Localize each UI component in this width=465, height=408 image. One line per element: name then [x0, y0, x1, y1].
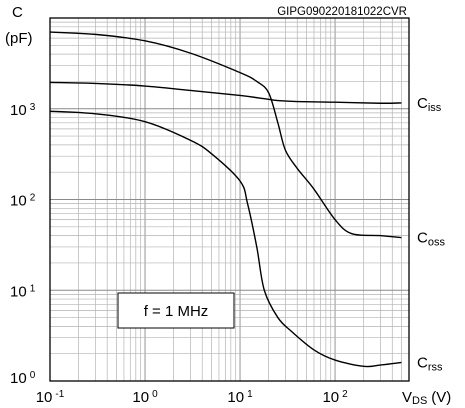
x-tick-label: 10 2 [322, 389, 348, 406]
series-label-crss: Crss [417, 355, 443, 374]
x-tick-label: 10 -1 [36, 389, 65, 406]
x-tick-label: 10 1 [227, 389, 253, 406]
series-label-main: C [417, 230, 428, 247]
x-axis-label: VDS (V) [402, 389, 451, 407]
series-label-main: C [417, 95, 428, 112]
x-tick-label: 10 0 [132, 389, 158, 406]
y-tick-label: 10 0 [10, 370, 36, 387]
x-axis-label-main: V [402, 389, 412, 406]
series-group [49, 31, 402, 368]
annotation-text: f = 1 MHz [144, 303, 209, 320]
series-label-sub: rss [428, 362, 443, 374]
annotation-box [117, 292, 235, 329]
series-label-main: C [417, 355, 428, 372]
series-label-coss: Coss [417, 230, 445, 249]
y-axis-unit: (pF) [5, 30, 33, 47]
series-label-sub: oss [428, 237, 446, 249]
y-tick-label: 10 1 [10, 283, 36, 300]
series-label-ciss: Ciss [417, 95, 442, 114]
series-line-crss [49, 110, 402, 368]
series-label-sub: iss [428, 102, 442, 114]
series-line-coss [49, 31, 402, 239]
x-axis-label-sub: DS [412, 395, 427, 407]
x-axis-label-unit: (V) [431, 389, 451, 406]
chart-code: GIPG090220181022CVR [277, 6, 407, 18]
plot-frame [49, 17, 410, 382]
y-axis-label: C [12, 4, 23, 21]
series-line-ciss [49, 81, 402, 104]
y-tick-label: 10 2 [10, 193, 36, 210]
x-tick-labels: 10 -1 10 0 10 1 10 2 [36, 389, 348, 406]
y-tick-label: 10 3 [10, 102, 36, 119]
